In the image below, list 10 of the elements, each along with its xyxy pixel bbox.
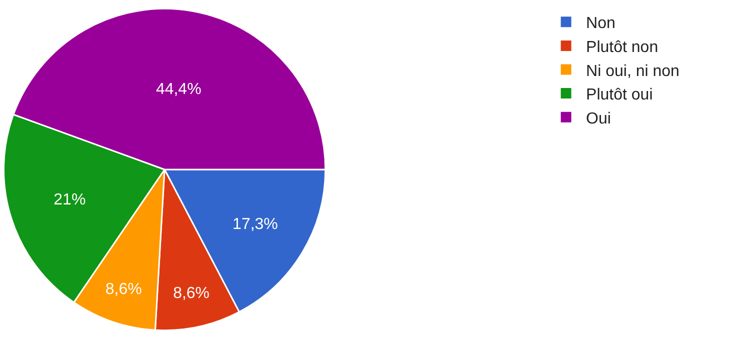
data-label: 44,4% bbox=[156, 81, 202, 98]
data-label: 8,6% bbox=[173, 285, 210, 302]
data-label: 8,6% bbox=[105, 281, 142, 298]
legend-label: Non bbox=[586, 15, 616, 32]
data-label: 21% bbox=[54, 192, 86, 209]
legend-label: Plutôt oui bbox=[586, 86, 653, 104]
legend-label: Ni oui, ni non bbox=[586, 62, 680, 80]
legend-label: Plutôt non bbox=[586, 38, 658, 56]
data-label: 17,3% bbox=[232, 216, 278, 233]
legend-label: Oui bbox=[586, 110, 611, 128]
